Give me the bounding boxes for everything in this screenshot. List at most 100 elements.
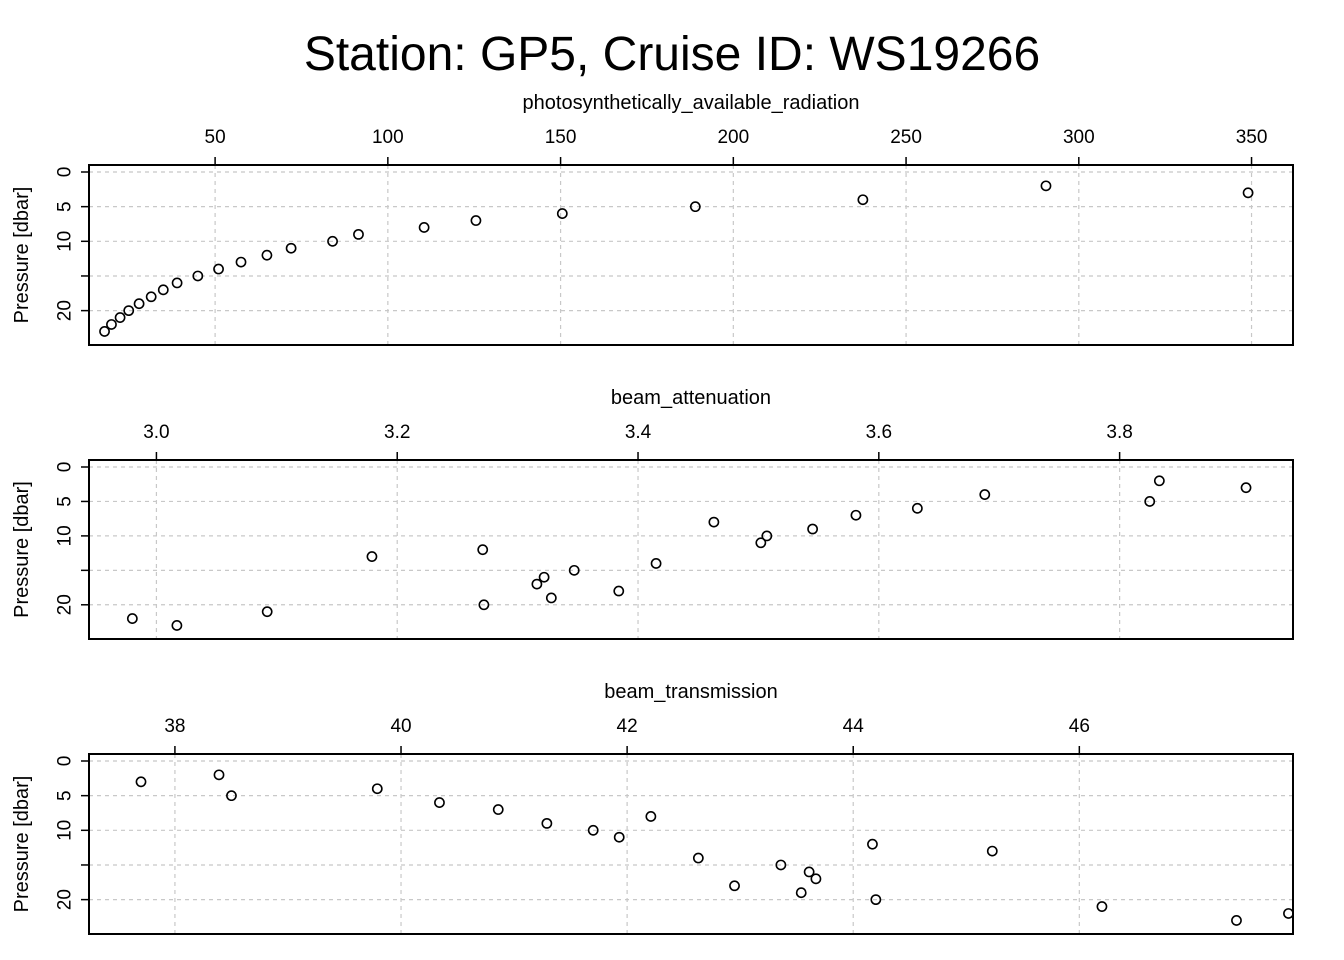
data-point: [568, 564, 580, 576]
plot-frame: [88, 164, 1294, 346]
y-tick-label: 20: [55, 300, 76, 321]
data-point: [114, 312, 126, 323]
x-tick-label: 150: [545, 127, 577, 148]
panel-3: 38 40 42 44 46 0 5 10 20 beam_transmission Pressur…: [11, 681, 1294, 935]
data-point: [261, 249, 273, 261]
y-axis-label: Pressure [dbar]: [11, 776, 33, 913]
x-tick-label: 40: [390, 716, 411, 737]
data-point: [478, 599, 490, 611]
x-tick-label: 44: [843, 716, 865, 737]
data-point: [911, 502, 923, 514]
data-point: [708, 516, 720, 528]
data-point: [145, 291, 157, 303]
data-point: [1040, 180, 1052, 192]
x-tick-label: 3.2: [384, 422, 410, 443]
data-point: [538, 571, 550, 583]
data-point: [213, 769, 225, 781]
panel-1: 50 100 150 200 250 300 350 0 5 10 20 photosynthetic…: [11, 92, 1294, 346]
panel-title: photosynthetically_available_radiation: [523, 92, 860, 114]
data-point: [803, 866, 815, 878]
data-point: [1153, 475, 1165, 487]
data-point: [171, 277, 183, 289]
data-point: [135, 776, 147, 788]
data-point: [775, 859, 787, 871]
x-tick-label: 3.6: [866, 422, 892, 443]
data-point: [226, 790, 237, 802]
y-tick-label: 0: [55, 756, 76, 767]
data-point: [470, 215, 482, 226]
data-point: [192, 270, 204, 282]
data-point: [556, 208, 568, 219]
data-point: [157, 284, 169, 296]
plot-frame: [88, 459, 1294, 640]
data-point: [99, 326, 110, 337]
data-point: [587, 824, 599, 836]
y-axis-label: Pressure [dbar]: [11, 187, 33, 324]
y-tick-label: 20: [55, 594, 76, 615]
data-point: [477, 544, 489, 556]
figure-title: Station: GP5, Cruise ID: WS19266: [304, 28, 1040, 81]
data-point: [1096, 901, 1108, 912]
data-point: [850, 509, 862, 521]
data-point: [126, 613, 138, 624]
y-tick-label: 0: [55, 167, 76, 178]
y-tick-label: 10: [55, 231, 76, 252]
panel-title: beam_transmission: [604, 681, 777, 703]
panels-group: 50 100 150 200 250 300 350051020photosynthetic…: [11, 92, 1294, 935]
y-tick-label: 10: [55, 820, 76, 841]
x-tick-label: 46: [1069, 716, 1090, 737]
data-point: [133, 298, 145, 310]
data-point: [650, 558, 662, 569]
y-tick-label: 10: [55, 525, 76, 546]
data-point: [867, 838, 878, 850]
y-tick-label: 5: [55, 201, 76, 212]
data-point: [366, 551, 378, 562]
data-point: [692, 852, 704, 864]
y-tick-label: 5: [55, 790, 76, 801]
plot-frame: [88, 753, 1294, 935]
x-tick-label: 3.4: [625, 422, 652, 443]
x-tick-label: 38: [164, 716, 185, 737]
data-point: [327, 235, 338, 247]
x-tick-label: 200: [717, 127, 749, 148]
data-point: [123, 305, 135, 317]
data-point: [545, 592, 557, 604]
x-tick-label: 100: [372, 127, 404, 148]
data-point: [1231, 915, 1242, 926]
data-point: [213, 263, 224, 275]
x-tick-label: 42: [617, 716, 638, 737]
data-point: [613, 831, 625, 843]
data-point: [541, 817, 553, 829]
data-point: [531, 578, 543, 590]
data-point: [810, 873, 822, 885]
data-point: [418, 222, 430, 233]
y-tick-label: 5: [55, 496, 76, 507]
panel-title: beam_attenuation: [611, 387, 771, 409]
data-point: [492, 804, 504, 815]
data-point: [645, 811, 657, 822]
x-tick-label: 250: [890, 127, 922, 148]
x-tick-label: 3.8: [1106, 422, 1132, 443]
y-axis-label: Pressure [dbar]: [11, 481, 33, 618]
data-point: [857, 194, 869, 206]
data-point: [979, 489, 991, 500]
data-point: [261, 606, 273, 618]
data-point: [1283, 908, 1294, 919]
data-point: [1144, 496, 1156, 507]
data-point: [1242, 187, 1254, 199]
data-point: [729, 880, 740, 892]
data-point: [761, 530, 773, 542]
panel-2: 3.0 3.2 3.4 3.6 3.8 0 5 10 20 beam_attenuation Pre…: [11, 387, 1294, 640]
data-point: [795, 887, 807, 899]
data-point: [434, 797, 445, 808]
y-tick-label: 0: [55, 462, 76, 473]
data-point: [689, 201, 701, 213]
data-point: [106, 319, 117, 330]
data-point: [235, 256, 247, 268]
data-point: [986, 845, 998, 857]
y-tick-label: 20: [55, 889, 76, 910]
data-point: [1240, 482, 1252, 494]
x-tick-label: 300: [1063, 127, 1095, 148]
data-point: [171, 620, 183, 631]
